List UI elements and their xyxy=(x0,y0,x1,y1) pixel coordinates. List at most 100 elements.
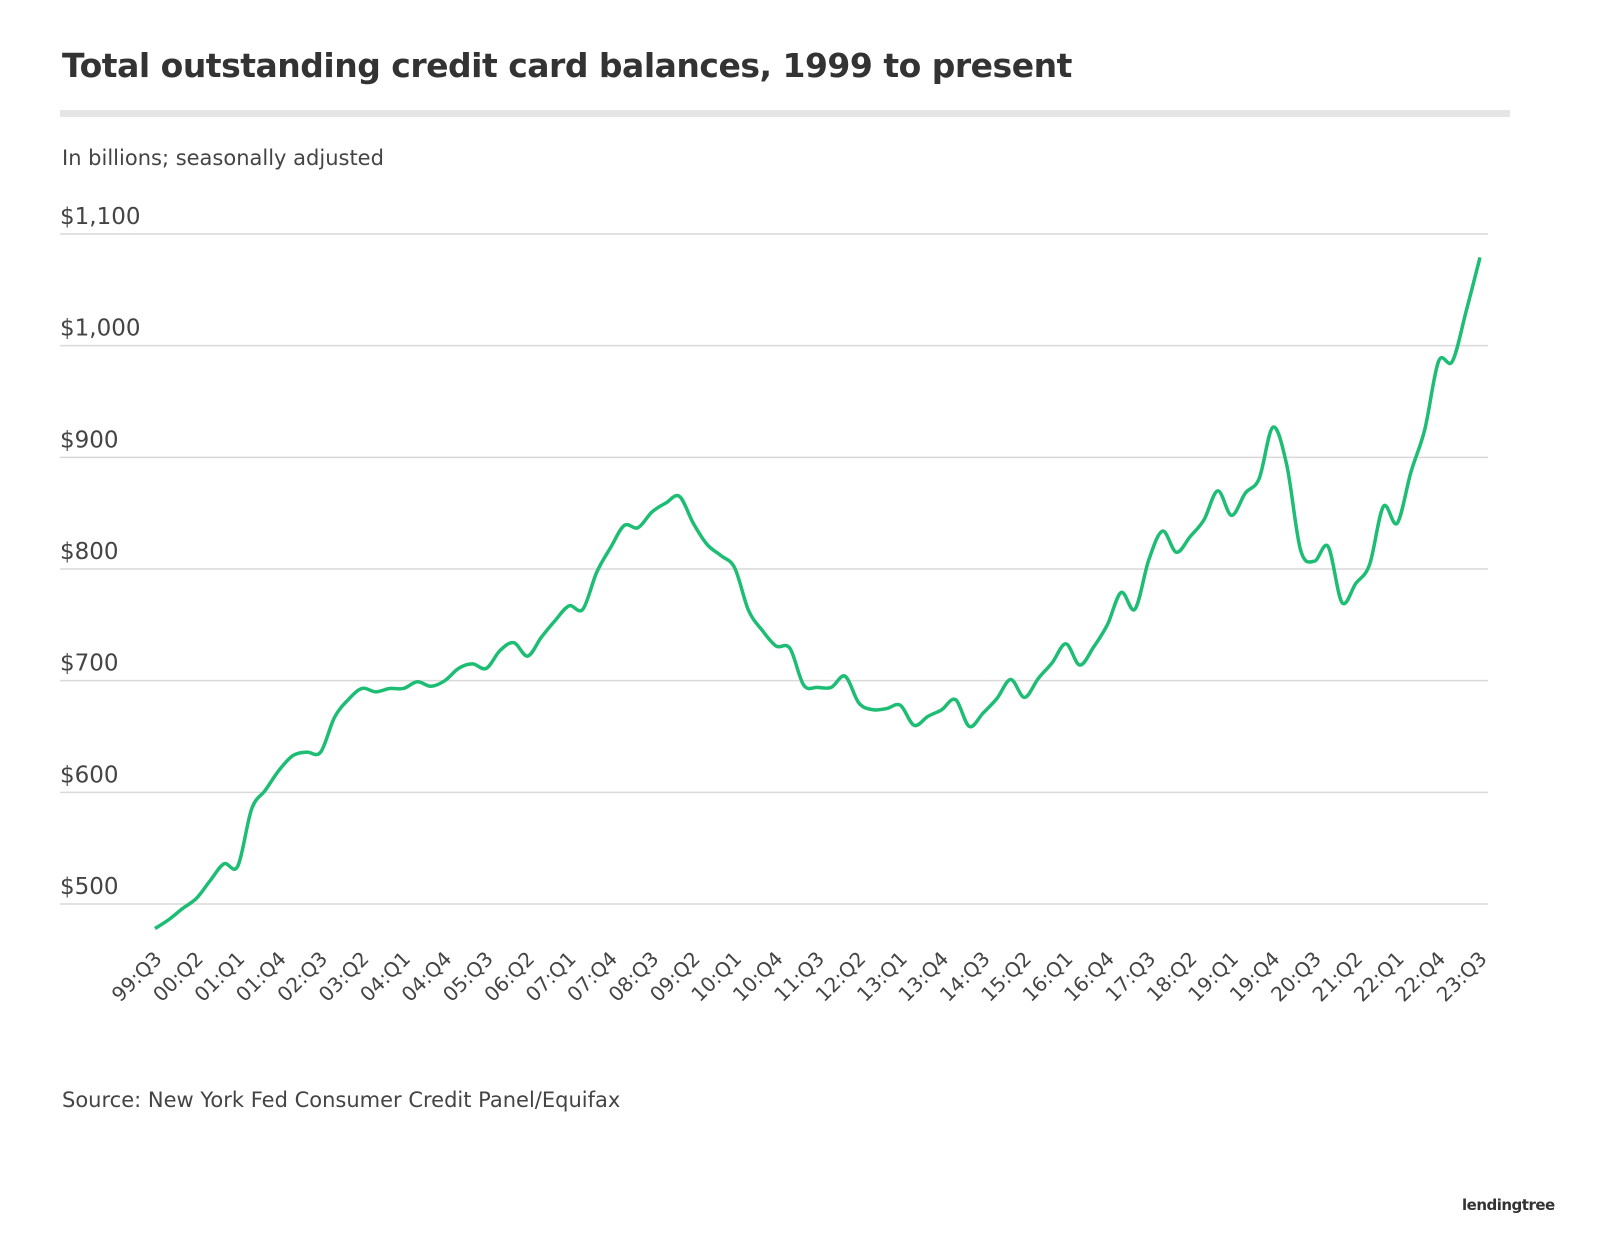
data-point xyxy=(457,666,461,670)
data-point xyxy=(401,686,405,690)
data-point xyxy=(415,680,419,684)
data-point xyxy=(595,570,599,574)
data-point xyxy=(871,708,875,712)
data-point xyxy=(1161,529,1165,533)
data-point xyxy=(167,918,171,922)
data-point xyxy=(1312,559,1316,563)
data-point xyxy=(857,701,861,705)
data-point xyxy=(1464,309,1468,313)
data-point xyxy=(1105,623,1109,627)
y-tick-label: $800 xyxy=(60,539,119,565)
data-point xyxy=(1216,489,1220,493)
data-point xyxy=(981,711,985,715)
chart-title: Total outstanding credit card balances, … xyxy=(62,46,1072,85)
data-point xyxy=(567,604,571,608)
data-point xyxy=(622,523,626,527)
data-point xyxy=(1147,558,1151,562)
data-point xyxy=(746,608,750,612)
data-point xyxy=(512,641,516,645)
data-point xyxy=(1326,545,1330,549)
data-point xyxy=(429,684,433,688)
data-point xyxy=(1119,590,1123,594)
data-point xyxy=(388,686,392,690)
data-point xyxy=(291,753,295,757)
data-point xyxy=(677,494,681,498)
data-point xyxy=(1271,425,1275,429)
data-point xyxy=(733,566,737,570)
data-point xyxy=(263,788,267,792)
data-point xyxy=(181,906,185,910)
data-point xyxy=(208,879,212,883)
data-point xyxy=(1202,518,1206,522)
y-tick-label: $1,000 xyxy=(60,316,140,342)
data-point xyxy=(1023,695,1027,699)
data-point xyxy=(995,697,999,701)
data-point xyxy=(1368,563,1372,567)
data-point xyxy=(926,714,930,718)
data-point xyxy=(277,768,281,772)
balance-series-line xyxy=(154,257,1482,931)
y-tick-label: $600 xyxy=(60,762,119,788)
data-point xyxy=(1036,676,1040,680)
data-point xyxy=(1437,359,1441,363)
data-point xyxy=(774,644,778,648)
y-tick-label: $1,100 xyxy=(60,204,140,230)
data-point xyxy=(346,698,350,702)
data-point xyxy=(967,724,971,728)
data-point xyxy=(1409,470,1413,474)
data-point xyxy=(816,685,820,689)
data-point xyxy=(1354,582,1358,586)
data-point xyxy=(885,707,889,711)
data-point xyxy=(1050,661,1054,665)
data-point xyxy=(1009,678,1013,682)
data-point xyxy=(1450,359,1454,363)
data-point xyxy=(691,521,695,525)
data-point xyxy=(581,607,585,611)
data-point xyxy=(719,554,723,558)
data-point xyxy=(954,698,958,702)
data-point xyxy=(1381,504,1385,508)
data-point xyxy=(705,542,709,546)
y-tick-label: $500 xyxy=(60,874,119,900)
data-point xyxy=(829,685,833,689)
data-point xyxy=(250,807,254,811)
data-point xyxy=(1395,521,1399,525)
data-point xyxy=(222,862,226,866)
data-point xyxy=(1188,535,1192,539)
title-divider xyxy=(60,110,1510,117)
data-point xyxy=(539,635,543,639)
data-point xyxy=(498,649,502,653)
y-tick-label: $700 xyxy=(60,651,119,677)
data-point xyxy=(1423,427,1427,431)
data-point xyxy=(526,654,530,658)
data-point xyxy=(1174,550,1178,554)
data-point xyxy=(236,864,240,868)
data-point xyxy=(650,510,654,514)
data-point xyxy=(843,674,847,678)
chart-subtitle: In billions; seasonally adjusted xyxy=(62,146,384,170)
data-point xyxy=(374,690,378,694)
lendingtree-logo: lendingtree xyxy=(1462,1196,1555,1214)
data-point xyxy=(194,896,198,900)
data-point xyxy=(1230,513,1234,517)
data-point xyxy=(1092,645,1096,649)
data-point xyxy=(470,662,474,666)
data-point xyxy=(898,703,902,707)
data-point xyxy=(664,501,668,505)
data-point xyxy=(1285,463,1289,467)
source-note: Source: New York Fed Consumer Credit Pan… xyxy=(62,1088,621,1112)
data-point xyxy=(1478,255,1482,259)
data-point xyxy=(760,628,764,632)
data-point xyxy=(788,646,792,650)
y-tick-label: $900 xyxy=(60,427,119,453)
data-point xyxy=(332,716,336,720)
data-point xyxy=(553,618,557,622)
data-point xyxy=(1243,491,1247,495)
data-point xyxy=(1064,642,1068,646)
data-point xyxy=(802,683,806,687)
data-point xyxy=(484,666,488,670)
data-point xyxy=(1078,663,1082,667)
data-point xyxy=(153,927,157,931)
